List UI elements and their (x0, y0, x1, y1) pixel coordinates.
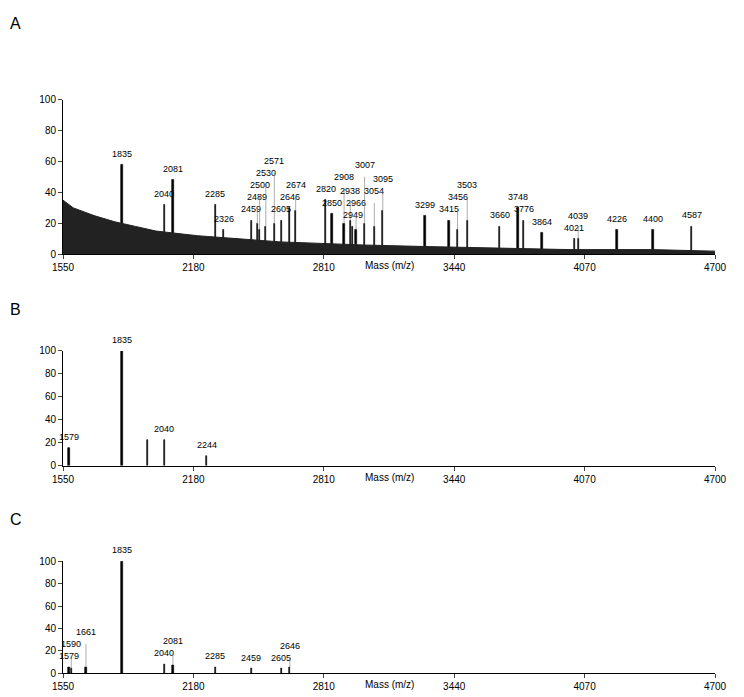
svg-text:100: 100 (39, 345, 56, 356)
svg-text:2285: 2285 (205, 189, 225, 199)
svg-text:2040: 2040 (154, 189, 174, 199)
svg-text:1550: 1550 (52, 262, 75, 273)
svg-text:1550: 1550 (52, 681, 75, 692)
svg-text:4039: 4039 (568, 211, 588, 221)
svg-text:2326: 2326 (214, 214, 234, 224)
svg-text:2850: 2850 (322, 198, 342, 208)
svg-text:2530: 2530 (256, 168, 276, 178)
svg-text:3007: 3007 (355, 160, 375, 170)
svg-text:80: 80 (45, 578, 57, 589)
svg-text:1835: 1835 (112, 335, 132, 345)
svg-text:0: 0 (50, 668, 56, 679)
svg-text:4070: 4070 (573, 262, 596, 273)
svg-text:1590: 1590 (61, 639, 81, 649)
svg-text:3440: 3440 (443, 262, 466, 273)
svg-text:2810: 2810 (313, 474, 336, 485)
svg-text:0: 0 (50, 460, 56, 471)
svg-text:1835: 1835 (112, 545, 132, 555)
svg-text:2489: 2489 (247, 192, 267, 202)
svg-text:1579: 1579 (59, 432, 79, 442)
svg-text:60: 60 (45, 156, 57, 167)
svg-text:2938: 2938 (340, 186, 360, 196)
svg-text:3299: 3299 (415, 200, 435, 210)
svg-text:4700: 4700 (704, 681, 727, 692)
svg-text:2285: 2285 (205, 651, 225, 661)
svg-text:3095: 3095 (373, 174, 393, 184)
svg-text:1661: 1661 (76, 627, 96, 637)
svg-text:2081: 2081 (163, 636, 183, 646)
svg-text:3456: 3456 (448, 192, 468, 202)
svg-text:2180: 2180 (182, 474, 205, 485)
svg-text:2820: 2820 (316, 184, 336, 194)
svg-text:2180: 2180 (182, 681, 205, 692)
svg-text:3748: 3748 (508, 192, 528, 202)
svg-text:A: A (10, 15, 21, 32)
svg-text:2040: 2040 (154, 424, 174, 434)
svg-text:2646: 2646 (280, 192, 300, 202)
svg-text:60: 60 (45, 601, 57, 612)
svg-text:2646: 2646 (280, 641, 300, 651)
svg-text:3440: 3440 (443, 681, 466, 692)
svg-text:2244: 2244 (197, 440, 217, 450)
svg-text:2459: 2459 (241, 204, 261, 214)
svg-text:20: 20 (45, 437, 57, 448)
svg-text:2081: 2081 (163, 164, 183, 174)
svg-text:3440: 3440 (443, 474, 466, 485)
svg-text:4700: 4700 (704, 262, 727, 273)
svg-text:Mass (m/z): Mass (m/z) (365, 260, 414, 271)
svg-text:2605: 2605 (271, 653, 291, 663)
svg-text:20: 20 (45, 218, 57, 229)
svg-text:B: B (10, 301, 21, 318)
svg-text:2966: 2966 (346, 198, 366, 208)
svg-text:40: 40 (45, 187, 57, 198)
svg-text:4070: 4070 (573, 681, 596, 692)
svg-text:0: 0 (50, 249, 56, 260)
svg-text:2949: 2949 (343, 210, 363, 220)
svg-text:2605: 2605 (271, 204, 291, 214)
svg-text:2810: 2810 (313, 681, 336, 692)
svg-text:40: 40 (45, 623, 57, 634)
svg-text:1835: 1835 (112, 149, 132, 159)
svg-text:Mass (m/z): Mass (m/z) (365, 472, 414, 483)
svg-text:100: 100 (39, 556, 56, 567)
svg-text:20: 20 (45, 645, 57, 656)
svg-text:2810: 2810 (313, 262, 336, 273)
svg-text:80: 80 (45, 368, 57, 379)
svg-text:2459: 2459 (241, 653, 261, 663)
svg-text:4700: 4700 (704, 474, 727, 485)
svg-text:2040: 2040 (154, 648, 174, 658)
svg-text:3054: 3054 (364, 186, 384, 196)
svg-text:C: C (10, 511, 22, 528)
svg-text:1579: 1579 (59, 651, 79, 661)
svg-text:4587: 4587 (682, 210, 702, 220)
svg-text:4021: 4021 (564, 223, 584, 233)
svg-text:4226: 4226 (607, 214, 627, 224)
svg-text:3415: 3415 (439, 204, 459, 214)
svg-text:1550: 1550 (52, 474, 75, 485)
svg-text:40: 40 (45, 414, 57, 425)
svg-text:4070: 4070 (573, 474, 596, 485)
svg-text:3503: 3503 (457, 180, 477, 190)
svg-text:3864: 3864 (532, 217, 552, 227)
svg-text:2674: 2674 (286, 180, 306, 190)
svg-text:4400: 4400 (643, 214, 663, 224)
svg-text:2500: 2500 (250, 180, 270, 190)
svg-text:3660: 3660 (490, 210, 510, 220)
svg-text:80: 80 (45, 125, 57, 136)
svg-text:3776: 3776 (514, 204, 534, 214)
svg-text:Mass (m/z): Mass (m/z) (365, 679, 414, 690)
svg-text:2908: 2908 (334, 172, 354, 182)
svg-text:60: 60 (45, 391, 57, 402)
svg-text:2571: 2571 (264, 156, 284, 166)
svg-text:2180: 2180 (182, 262, 205, 273)
svg-text:100: 100 (39, 94, 56, 105)
